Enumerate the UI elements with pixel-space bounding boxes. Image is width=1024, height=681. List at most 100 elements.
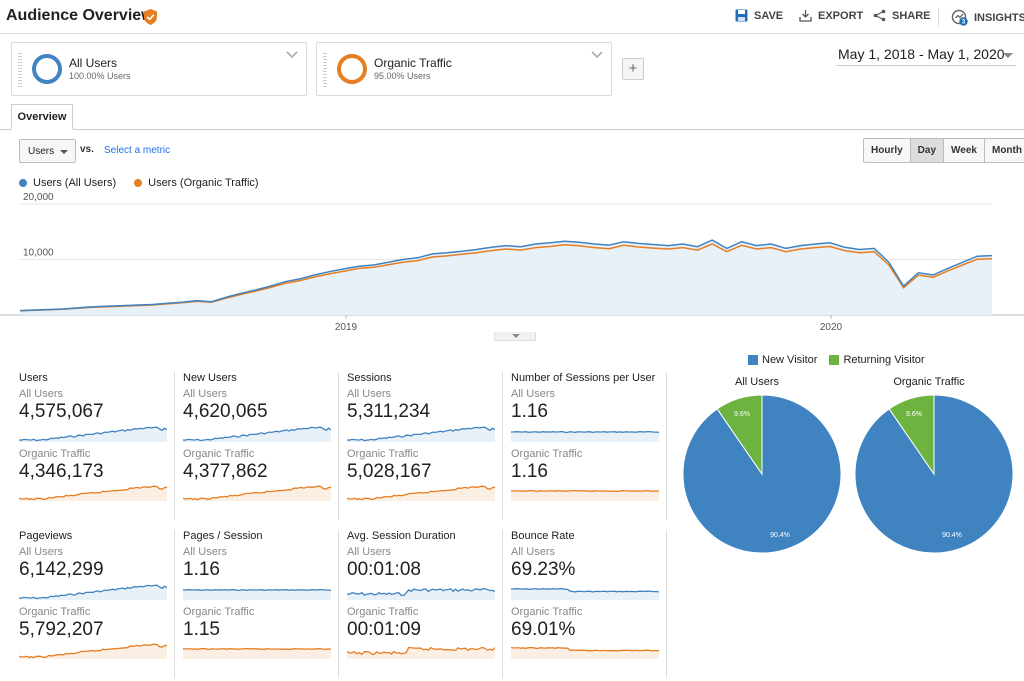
pie-slice-returning-visitor[interactable] [888, 394, 935, 476]
insights-icon: 3 [951, 9, 968, 26]
segment-card-all-users[interactable]: All Users 100.00% Users [11, 42, 307, 96]
export-label: EXPORT [818, 9, 864, 22]
segment-percent: 100.00% Users [69, 71, 131, 81]
chart-collapse-handle[interactable] [494, 332, 536, 341]
insights-badge: 3 [962, 20, 966, 26]
chart-legend: Users (All Users) Users (Organic Traffic… [19, 177, 259, 189]
metric-card[interactable]: Avg. Session Duration All Users 00:01:08 Or… [347, 530, 503, 678]
sparkline-area [511, 588, 659, 600]
segment-label: Organic Traffic [19, 448, 91, 460]
segment-label: All Users [183, 388, 228, 400]
insights-button[interactable]: 3 INSIGHTS [951, 9, 1024, 26]
metric-card[interactable]: Pages / Session All Users 1.16 Organic Traf… [183, 530, 339, 678]
legend-label: Users (All Users) [33, 177, 117, 189]
chevron-down-icon[interactable] [591, 51, 603, 59]
pie-label-new: 90.4% [942, 532, 962, 539]
series-line-all-users [19, 239, 993, 312]
metric-title: Bounce Rate [511, 530, 575, 542]
sparkline-line [19, 485, 167, 501]
caret-down-icon [60, 150, 68, 154]
sparkline [347, 485, 495, 501]
legend-item-organic: Users (Organic Traffic) [134, 177, 259, 189]
toolbar-divider [938, 8, 939, 26]
chevron-down-icon[interactable] [286, 51, 298, 59]
tab-overview[interactable]: Overview [11, 104, 73, 130]
sparkline [183, 485, 331, 501]
segment-label: Organic Traffic [511, 448, 583, 460]
pie-chart-all-users[interactable]: 9.6% 90.4% [681, 393, 843, 555]
day-button[interactable]: Day [910, 139, 945, 162]
segment-label: All Users [19, 388, 64, 400]
x-tick-label: 2019 [335, 322, 358, 333]
sparkline [183, 588, 331, 600]
segment-label: All Users [511, 388, 556, 400]
pie-slice-returning-visitor[interactable] [716, 394, 763, 476]
sparkline [183, 647, 331, 659]
metric-title: Users [19, 372, 48, 384]
metric-card[interactable]: New Users All Users 4,620,065 Organic Traff… [183, 372, 339, 520]
metric-card[interactable]: Bounce Rate All Users 69.23% Organic Traffi… [511, 530, 667, 678]
segment-label: All Users [347, 546, 392, 558]
metric-card[interactable]: Pageviews All Users 6,142,299 Organic Traff… [19, 530, 175, 678]
sparkline-line [19, 584, 167, 600]
month-button[interactable]: Month [984, 139, 1024, 162]
share-button[interactable]: SHARE [873, 9, 931, 22]
legend-label: Returning Visitor [843, 354, 925, 366]
sparkline-line [19, 426, 167, 442]
metric-card[interactable]: Sessions All Users 5,311,234 Organic Traffi… [347, 372, 503, 520]
metric-value: 4,346,173 [19, 461, 104, 482]
pie-legend: New Visitor Returning Visitor [748, 354, 925, 366]
tab-divider [0, 129, 1024, 130]
users-line-chart[interactable]: 10,000 20,000 2019 2020 [0, 192, 1024, 342]
metric-value: 4,575,067 [19, 401, 104, 422]
save-button[interactable]: SAVE [735, 9, 783, 22]
add-segment-button[interactable]: + [622, 58, 644, 80]
legend-item-new-visitor: New Visitor [748, 354, 817, 366]
top-bar: Audience Overview SAVE EXPORT SHARE 3 IN… [0, 0, 1024, 34]
segment-label: Organic Traffic [183, 606, 255, 618]
sparkline-line [511, 646, 659, 652]
segment-name: All Users [69, 56, 118, 70]
legend-item-all-users: Users (All Users) [19, 177, 116, 189]
sparkline [19, 643, 167, 659]
y-tick-label: 20,000 [23, 192, 54, 203]
select-metric-link[interactable]: Select a metric [104, 145, 171, 156]
metric-value: 69.01% [511, 619, 576, 640]
sparkline-line [511, 430, 659, 434]
segment-label: Organic Traffic [183, 448, 255, 460]
sparkline [19, 584, 167, 600]
drag-handle[interactable] [323, 53, 327, 87]
sparkline-line [183, 485, 331, 501]
save-label: SAVE [754, 9, 784, 22]
metric-card[interactable]: Users All Users 4,575,067 Organic Traffic 4,… [19, 372, 175, 520]
hourly-button[interactable]: Hourly [864, 139, 911, 162]
metric-title: Number of Sessions per User [511, 372, 656, 384]
sparkline-line [183, 588, 331, 592]
drag-handle[interactable] [18, 53, 22, 87]
metric-title: Avg. Session Duration [347, 530, 456, 542]
metric-select[interactable]: Users [19, 139, 76, 163]
sparkline [347, 426, 495, 442]
metric-value: 1.16 [511, 401, 548, 422]
sparkline [347, 587, 495, 600]
export-button[interactable]: EXPORT [799, 9, 863, 22]
caret-down-icon [1003, 53, 1013, 58]
metric-value: 1.15 [183, 619, 220, 640]
sparkline-area [511, 490, 659, 501]
segment-label: All Users [511, 546, 556, 558]
date-range-picker[interactable]: May 1, 2018 - May 1, 2020 [836, 44, 1016, 66]
share-label: SHARE [892, 9, 931, 22]
sparkline-line [511, 587, 659, 593]
sparkline [511, 587, 659, 600]
segment-label: Organic Traffic [347, 448, 419, 460]
week-button[interactable]: Week [944, 139, 985, 162]
sparkline-line [19, 643, 167, 659]
sparkline-line [511, 489, 659, 493]
segment-card-organic-traffic[interactable]: Organic Traffic 95.00% Users [316, 42, 612, 96]
sparkline [19, 426, 167, 442]
sparkline-area [347, 647, 495, 659]
save-icon [735, 9, 748, 22]
segment-ring-icon [337, 54, 367, 84]
pie-chart-organic-traffic[interactable]: 9.6% 90.4% [853, 393, 1015, 555]
metric-card[interactable]: Number of Sessions per User All Users 1.16… [511, 372, 667, 520]
